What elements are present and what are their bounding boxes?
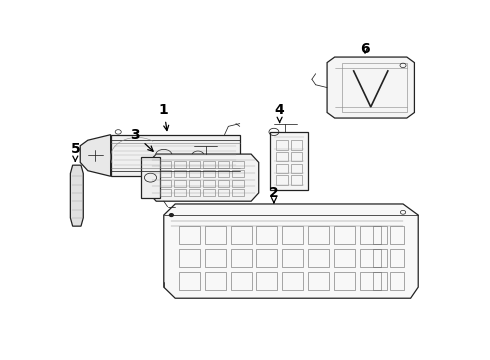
Text: 2: 2	[269, 186, 279, 203]
Text: 1: 1	[159, 103, 169, 131]
Polygon shape	[164, 204, 418, 298]
Polygon shape	[80, 135, 111, 176]
Polygon shape	[327, 57, 415, 118]
Polygon shape	[270, 132, 308, 190]
Circle shape	[170, 214, 173, 216]
Polygon shape	[148, 154, 259, 201]
Text: 6: 6	[360, 42, 370, 56]
Polygon shape	[111, 135, 240, 176]
Text: 4: 4	[275, 103, 285, 123]
Polygon shape	[141, 157, 160, 198]
Text: 5: 5	[71, 141, 80, 161]
Text: 3: 3	[130, 128, 153, 151]
Polygon shape	[71, 165, 83, 226]
